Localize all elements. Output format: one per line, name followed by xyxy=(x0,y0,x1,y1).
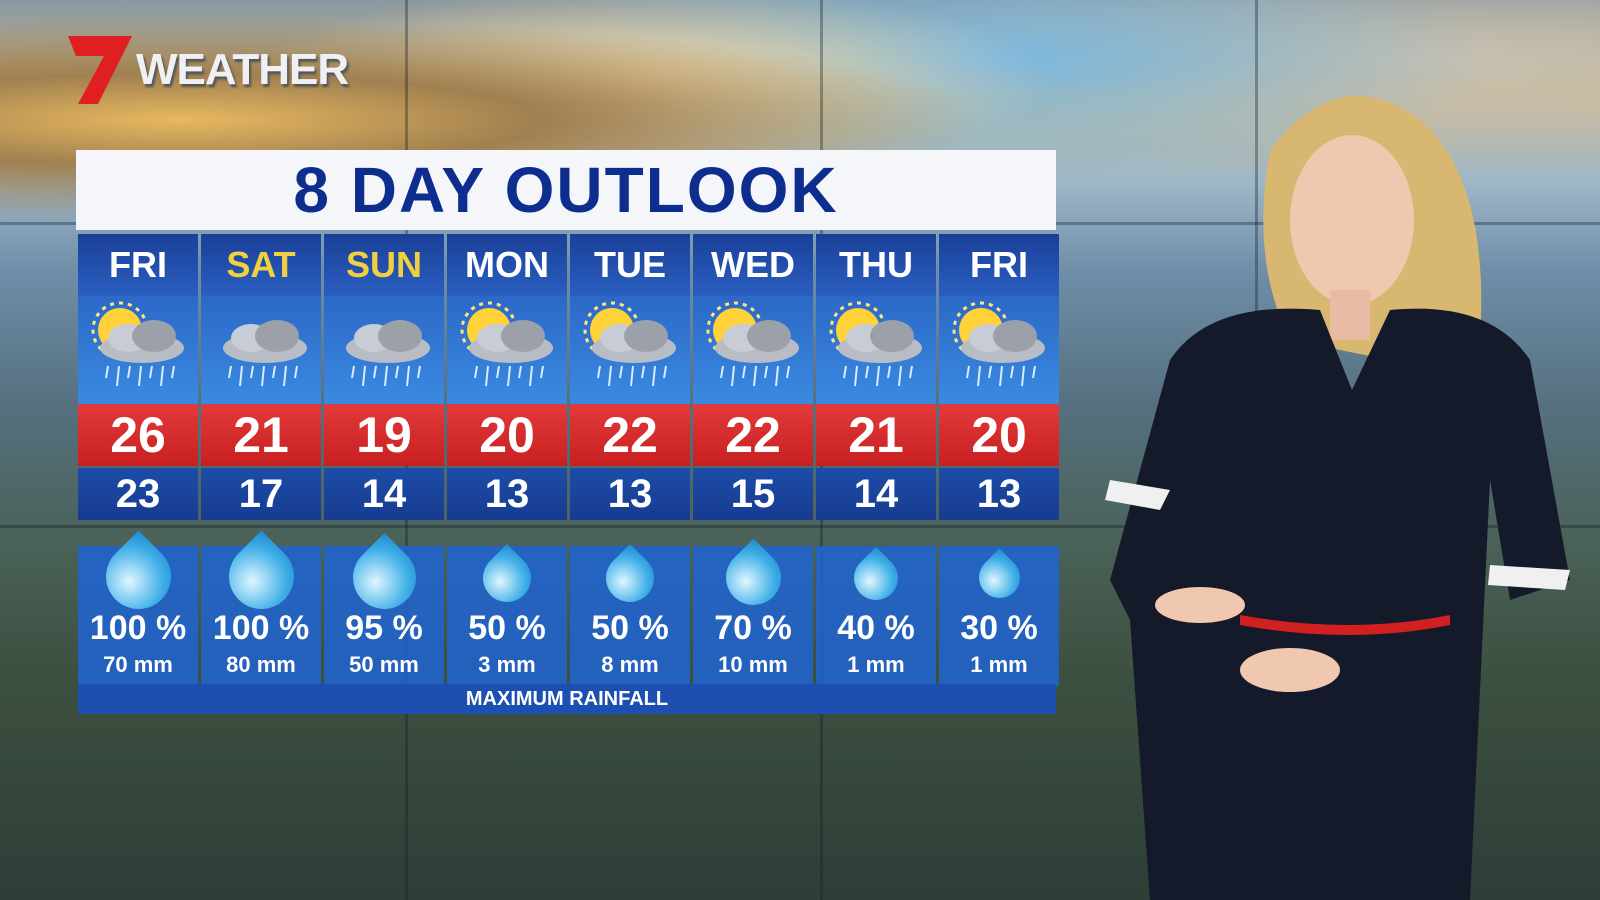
rain-chance: 50 % xyxy=(468,609,546,647)
max-temperature: 22 xyxy=(693,404,813,466)
rain-chance: 95 % xyxy=(345,609,423,647)
presenter xyxy=(1105,96,1570,900)
max-temperature: 20 xyxy=(939,404,1059,466)
sun-cloud-rain-icon xyxy=(447,296,567,404)
rain-amount: 3 mm xyxy=(478,652,536,677)
raindrop-icon xyxy=(844,546,908,609)
rain-amount: 70 mm xyxy=(103,652,173,677)
page-title: 8 DAY OUTLOOK xyxy=(293,154,839,226)
sun-cloud-rain-icon xyxy=(693,296,813,404)
rain-amount: 50 mm xyxy=(349,652,419,677)
sun-cloud-rain-icon xyxy=(78,296,198,404)
raindrop-icon xyxy=(473,543,541,612)
min-temperature: 14 xyxy=(816,468,936,520)
rain-chance: 40 % xyxy=(837,609,915,647)
raindrop-icon xyxy=(714,538,792,617)
day-label: MON xyxy=(447,234,567,296)
sun-cloud-rain-icon xyxy=(939,296,1059,404)
rain-amount: 80 mm xyxy=(226,652,296,677)
rain-cell: 95 % 50 mm xyxy=(324,532,444,686)
cloud-rain-icon xyxy=(324,296,444,404)
day-column: SUN 19 14 95 % 50 mm xyxy=(324,234,444,686)
rain-cell: 50 % 8 mm xyxy=(570,543,690,686)
day-label: FRI xyxy=(78,234,198,296)
seven-logo-icon xyxy=(68,36,132,104)
max-temperature: 20 xyxy=(447,404,567,466)
day-column: WED 22 15 70 % 10 mm xyxy=(693,234,813,686)
rain-cell: 40 % 1 mm xyxy=(816,546,936,686)
day-column: FRI 20 13 30 % 1 mm xyxy=(939,234,1059,686)
max-temperature: 26 xyxy=(78,404,198,466)
sun-cloud-rain-icon xyxy=(570,296,690,404)
rain-amount: 1 mm xyxy=(847,652,905,677)
min-temperature: 23 xyxy=(78,468,198,520)
day-column: SAT 21 17 100 % 80 mm xyxy=(201,234,321,686)
raindrop-icon xyxy=(970,548,1028,607)
day-column: MON 20 13 50 % 3 mm xyxy=(447,234,567,686)
rain-cell: 30 % 1 mm xyxy=(939,546,1059,686)
raindrop-icon xyxy=(596,543,664,612)
day-column: TUE 22 13 50 % 8 mm xyxy=(570,234,690,686)
rain-cell: 100 % 80 mm xyxy=(201,530,321,686)
min-temperature: 13 xyxy=(939,468,1059,520)
min-temperature: 13 xyxy=(447,468,567,520)
max-temperature: 22 xyxy=(570,404,690,466)
rain-chance: 100 % xyxy=(212,609,310,647)
rain-amount: 1 mm xyxy=(970,652,1028,677)
min-temperature: 17 xyxy=(201,468,321,520)
rain-cell: 70 % 10 mm xyxy=(693,538,813,686)
day-label: TUE xyxy=(570,234,690,296)
rain-amount: 8 mm xyxy=(601,652,659,677)
rain-cell: 50 % 3 mm xyxy=(447,543,567,686)
rain-chance: 70 % xyxy=(714,609,792,647)
rain-amount: 10 mm xyxy=(718,652,788,677)
day-column: FRI 26 23 100 % 70 mm xyxy=(78,234,198,686)
max-temperature: 19 xyxy=(324,404,444,466)
day-column: THU 21 14 40 % 1 mm xyxy=(816,234,936,686)
day-label: SUN xyxy=(324,234,444,296)
rain-cell: 100 % 70 mm xyxy=(78,530,198,686)
seven-weather-logo: WEATHER xyxy=(68,36,349,104)
video-wall-seam xyxy=(0,525,1600,528)
maximum-rainfall-label: MAXIMUM RAINFALL xyxy=(78,684,1056,714)
min-temperature: 15 xyxy=(693,468,813,520)
day-label: THU xyxy=(816,234,936,296)
sun-cloud-rain-icon xyxy=(816,296,936,404)
logo-word: WEATHER xyxy=(136,45,349,94)
day-label: WED xyxy=(693,234,813,296)
rain-chance: 50 % xyxy=(591,609,669,647)
day-label: FRI xyxy=(939,234,1059,296)
max-temperature: 21 xyxy=(201,404,321,466)
rain-chance: 100 % xyxy=(89,609,187,647)
min-temperature: 14 xyxy=(324,468,444,520)
cloud-rain-icon xyxy=(201,296,321,404)
forecast-grid: FRI 26 23 100 % 70 mm SAT 21 17 100 % 80 mm SUN 19 1… xyxy=(78,234,1059,686)
max-temperature: 21 xyxy=(816,404,936,466)
rain-chance: 30 % xyxy=(960,609,1038,647)
day-label: SAT xyxy=(201,234,321,296)
title-banner: 8 DAY OUTLOOK xyxy=(76,150,1056,230)
min-temperature: 13 xyxy=(570,468,690,520)
